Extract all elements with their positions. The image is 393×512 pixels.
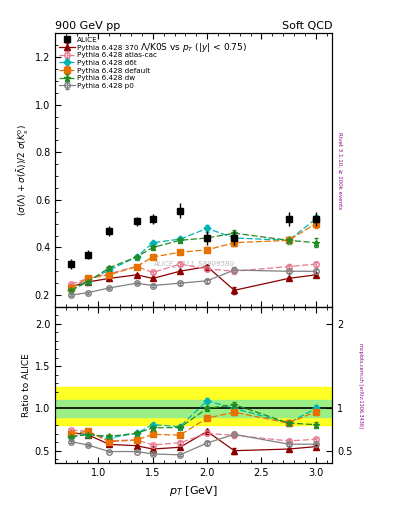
Bar — [55, 387, 332, 425]
Y-axis label: mcplots.cern.ch [arXiv:1306.3436]: mcplots.cern.ch [arXiv:1306.3436] — [358, 343, 363, 428]
Y-axis label: $(\sigma(\Lambda)+\sigma(\bar{\Lambda}))/2\ \sigma(K^0_s)$: $(\sigma(\Lambda)+\sigma(\bar{\Lambda}))… — [15, 124, 31, 216]
Y-axis label: Rivet 3.1.10, ≥ 100k events: Rivet 3.1.10, ≥ 100k events — [338, 132, 343, 209]
Y-axis label: Ratio to ALICE: Ratio to ALICE — [22, 353, 31, 417]
Text: 900 GeV pp: 900 GeV pp — [55, 20, 120, 31]
Text: ALICE_2011_S8909580: ALICE_2011_S8909580 — [153, 260, 234, 267]
Text: $\Lambda$/K0S vs $p_T$ ($|y|$ < 0.75): $\Lambda$/K0S vs $p_T$ ($|y|$ < 0.75) — [140, 41, 247, 54]
Text: Soft QCD: Soft QCD — [282, 20, 332, 31]
X-axis label: $p_T$ [GeV]: $p_T$ [GeV] — [169, 484, 218, 498]
Legend: ALICE, Pythia 6.428 370, Pythia 6.428 atlas-cac, Pythia 6.428 d6t, Pythia 6.428 : ALICE, Pythia 6.428 370, Pythia 6.428 at… — [57, 35, 159, 90]
Bar — [55, 400, 332, 417]
